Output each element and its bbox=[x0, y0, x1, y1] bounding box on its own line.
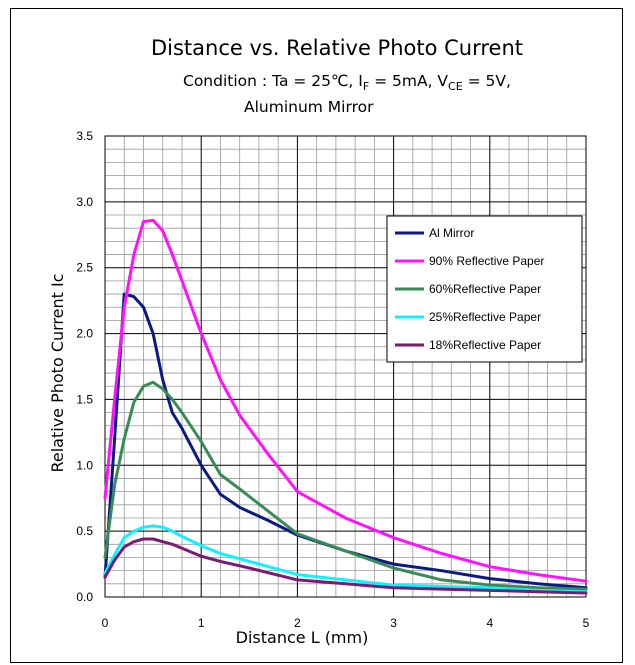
x-tick-label: 3 bbox=[390, 616, 397, 630]
series-line-0 bbox=[103, 292, 588, 590]
series-line-3 bbox=[103, 524, 588, 594]
x-tick-label: 5 bbox=[583, 616, 590, 630]
condition-vce-value: = 5V, bbox=[463, 72, 511, 90]
y-tick-label: 2.0 bbox=[76, 327, 93, 341]
series-line-1 bbox=[103, 218, 588, 583]
x-tick-label: 1 bbox=[198, 616, 205, 630]
major-grid bbox=[105, 136, 586, 597]
x-tick-label: 4 bbox=[486, 616, 493, 630]
legend: Al Mirror 90% Reflective Paper 60%Reflecti… bbox=[386, 215, 583, 363]
series-lines bbox=[103, 218, 588, 595]
minor-grid bbox=[105, 136, 586, 597]
y-tick-label: 0.0 bbox=[76, 590, 93, 604]
chart-condition-line2: Aluminum Mirror bbox=[244, 98, 374, 116]
condition-if-value: = 5mA, V bbox=[369, 72, 448, 90]
y-tick-label: 1.5 bbox=[76, 392, 93, 406]
chart-title: Distance vs. Relative Photo Current bbox=[151, 36, 523, 60]
chart-condition-line1: Condition : Ta = 25℃, IF = 5mA, VCE = 5V… bbox=[183, 72, 511, 93]
legend-label: Al Mirror bbox=[429, 226, 474, 240]
y-tick-label: 1.0 bbox=[76, 458, 93, 472]
condition-vce-sub: CE bbox=[448, 80, 463, 93]
legend-label: 60%Reflective Paper bbox=[429, 282, 541, 296]
y-tick-label: 3.5 bbox=[76, 129, 93, 143]
x-tick-label: 2 bbox=[294, 616, 301, 630]
condition-prefix: Condition : Ta = 25℃, I bbox=[183, 72, 363, 90]
series-line-2 bbox=[103, 380, 588, 591]
legend-label: 25%Reflective Paper bbox=[429, 310, 541, 324]
plot-area bbox=[104, 135, 587, 598]
x-axis-label: Distance L (mm) bbox=[236, 628, 369, 647]
legend-label: 90% Reflective Paper bbox=[429, 254, 544, 268]
x-tick-labels: 0 1 2 3 4 5 bbox=[102, 616, 590, 630]
x-tick-label: 0 bbox=[102, 616, 109, 630]
y-tick-labels: 0.0 0.5 1.0 1.5 2.0 2.5 3.0 3.5 bbox=[76, 129, 93, 604]
y-tick-label: 0.5 bbox=[76, 524, 93, 538]
series-line-4 bbox=[103, 537, 588, 595]
y-tick-label: 3.0 bbox=[76, 195, 93, 209]
y-tick-label: 2.5 bbox=[76, 261, 93, 275]
legend-label: 18%Reflective Paper bbox=[429, 338, 541, 352]
y-axis-label: Relative Photo Current Ic bbox=[48, 273, 67, 472]
condition-if-sub: F bbox=[363, 80, 369, 93]
